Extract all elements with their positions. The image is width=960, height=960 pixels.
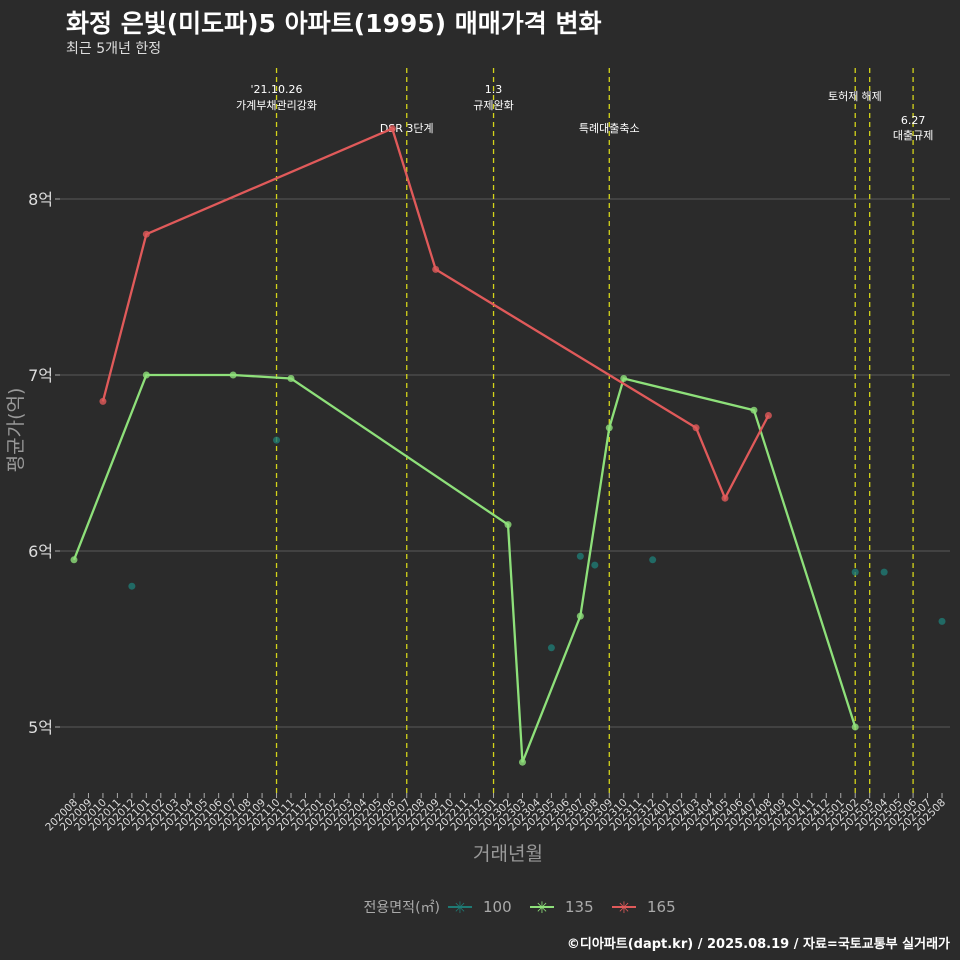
credit: ©디아파트(dapt.kr) / 2025.08.19 / 자료=국토교통부 실… <box>566 937 950 952</box>
legend-label: 100 <box>483 898 512 916</box>
event-label: DSR 3단계 <box>380 122 434 135</box>
legend-label: 135 <box>565 898 594 916</box>
data-point-100 <box>547 644 555 652</box>
legend-key-icon: ✳ <box>453 898 466 917</box>
x-axis-title: 거래년월 <box>473 843 543 865</box>
legend-label: 165 <box>647 898 676 916</box>
y-tick-label: 8억 <box>28 190 53 209</box>
data-point-100 <box>938 617 946 625</box>
data-point-135 <box>229 371 237 379</box>
data-point-165 <box>388 125 396 133</box>
legend-title: 전용면적(㎡) <box>364 900 440 916</box>
y-axis-title: 평균가(억) <box>5 388 27 473</box>
data-point-165 <box>764 411 772 419</box>
data-point-165 <box>432 265 440 273</box>
legend-key-icon: ✳ <box>617 898 630 917</box>
event-label: 대출규제 <box>893 129 933 142</box>
data-point-165 <box>99 397 107 405</box>
event-label: 토허제 <box>828 90 858 103</box>
event-label: 1.3 <box>485 83 503 96</box>
series-line-135 <box>72 373 857 763</box>
data-point-135 <box>576 612 584 620</box>
event-label: '21.10.26 <box>251 83 303 96</box>
event-label: 해제 <box>862 89 882 103</box>
data-point-100 <box>851 568 859 576</box>
event-label: 규제완화 <box>473 99 513 112</box>
data-point-100 <box>649 556 657 564</box>
event-label: 가계부채관리강화 <box>236 99 317 112</box>
data-point-165 <box>142 230 150 238</box>
data-point-135 <box>504 521 512 529</box>
data-point-135 <box>851 723 859 731</box>
legend-key-icon: ✳ <box>535 898 548 917</box>
data-point-100 <box>273 436 281 444</box>
data-point-135 <box>750 406 758 414</box>
chart-title: 화정 은빛(미도파)5 아파트(1995) 매매가격 변화 <box>66 9 602 38</box>
data-point-100 <box>880 568 888 576</box>
data-point-135 <box>142 371 150 379</box>
data-point-165 <box>692 424 700 432</box>
data-point-100 <box>576 552 584 560</box>
data-point-135 <box>287 375 295 383</box>
y-tick-label: 7억 <box>28 366 53 385</box>
data-point-135 <box>605 424 613 432</box>
event-label: 6.27 <box>901 114 926 127</box>
data-point-165 <box>721 494 729 502</box>
data-point-100 <box>591 561 599 569</box>
event-label: 특례대출축소 <box>579 122 640 135</box>
series-line-165 <box>101 127 770 501</box>
data-point-135 <box>518 758 526 766</box>
data-point-135 <box>70 556 78 564</box>
data-point-135 <box>620 375 628 383</box>
data-point-100 <box>128 582 136 590</box>
y-tick-label: 6억 <box>28 542 53 561</box>
chart-subtitle: 최근 5개년 한정 <box>66 41 162 57</box>
y-tick-label: 5억 <box>28 718 53 737</box>
